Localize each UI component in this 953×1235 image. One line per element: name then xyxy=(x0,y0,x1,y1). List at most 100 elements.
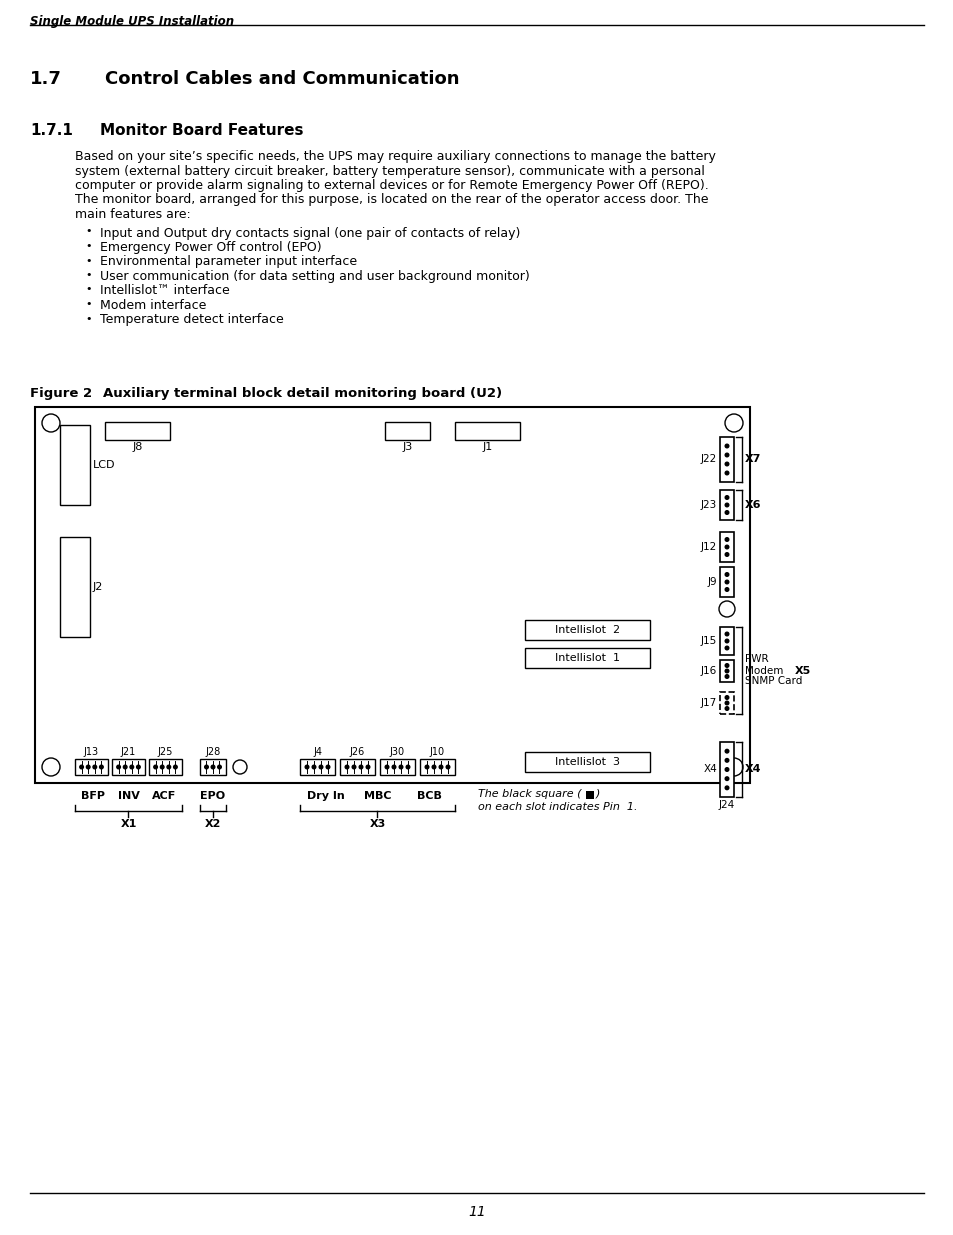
Circle shape xyxy=(92,766,96,769)
Circle shape xyxy=(724,503,728,506)
Text: •: • xyxy=(85,270,91,280)
Text: J22: J22 xyxy=(700,454,717,464)
Circle shape xyxy=(438,766,442,769)
Text: •: • xyxy=(85,284,91,294)
Bar xyxy=(105,422,170,440)
Circle shape xyxy=(392,766,395,769)
Text: main features are:: main features are: xyxy=(75,207,191,221)
Circle shape xyxy=(724,640,728,642)
Circle shape xyxy=(359,766,362,769)
Text: on each slot indicates Pin  1.: on each slot indicates Pin 1. xyxy=(477,802,637,811)
Circle shape xyxy=(724,663,728,667)
Bar xyxy=(385,422,430,440)
Text: INV: INV xyxy=(117,790,139,802)
Text: Auxiliary terminal block detail monitoring board (U2): Auxiliary terminal block detail monitori… xyxy=(103,387,501,400)
Text: J17: J17 xyxy=(700,698,717,708)
Text: Figure 2: Figure 2 xyxy=(30,387,92,400)
Text: J3: J3 xyxy=(402,442,413,452)
Text: computer or provide alarm signaling to external devices or for Remote Emergency : computer or provide alarm signaling to e… xyxy=(75,179,708,191)
Text: •: • xyxy=(85,299,91,309)
Circle shape xyxy=(406,766,410,769)
Text: •: • xyxy=(85,226,91,236)
Text: Environmental parameter input interface: Environmental parameter input interface xyxy=(100,256,356,268)
Text: Modem: Modem xyxy=(744,666,782,676)
Bar xyxy=(720,532,733,562)
Bar xyxy=(60,425,90,505)
Text: J10: J10 xyxy=(430,747,445,757)
Text: Modem interface: Modem interface xyxy=(100,299,206,312)
Text: Based on your site’s specific needs, the UPS may require auxiliary connections t: Based on your site’s specific needs, the… xyxy=(75,149,715,163)
Text: X2: X2 xyxy=(205,819,221,829)
Circle shape xyxy=(80,766,83,769)
Circle shape xyxy=(305,766,309,769)
Text: BFP: BFP xyxy=(81,790,105,802)
Circle shape xyxy=(724,701,728,705)
Text: J26: J26 xyxy=(350,747,365,757)
Text: J13: J13 xyxy=(84,747,99,757)
Circle shape xyxy=(724,706,728,710)
Text: User communication (for data setting and user background monitor): User communication (for data setting and… xyxy=(100,270,529,283)
Circle shape xyxy=(116,766,120,769)
Text: Emergency Power Off control (EPO): Emergency Power Off control (EPO) xyxy=(100,241,321,254)
Bar xyxy=(720,692,733,714)
Text: Input and Output dry contacts signal (one pair of contacts of relay): Input and Output dry contacts signal (on… xyxy=(100,226,519,240)
Text: J28: J28 xyxy=(205,747,220,757)
Circle shape xyxy=(130,766,133,769)
Circle shape xyxy=(724,545,728,548)
Bar xyxy=(720,437,733,482)
Text: X5: X5 xyxy=(794,666,810,676)
Text: The monitor board, arranged for this purpose, is located on the rear of the oper: The monitor board, arranged for this pur… xyxy=(75,194,708,206)
Text: X3: X3 xyxy=(369,819,385,829)
Circle shape xyxy=(724,695,728,699)
Text: J2: J2 xyxy=(92,582,103,592)
Circle shape xyxy=(366,766,370,769)
Circle shape xyxy=(446,766,449,769)
Text: X1: X1 xyxy=(120,819,136,829)
Circle shape xyxy=(724,553,728,556)
Bar xyxy=(35,408,749,783)
Circle shape xyxy=(205,766,208,769)
Text: J24: J24 xyxy=(719,800,735,810)
Circle shape xyxy=(136,766,140,769)
Bar xyxy=(149,760,182,776)
Bar xyxy=(60,537,90,637)
Text: ACF: ACF xyxy=(152,790,176,802)
Circle shape xyxy=(724,674,728,678)
Bar xyxy=(419,760,455,776)
Text: Intellislot  2: Intellislot 2 xyxy=(555,625,619,635)
Bar xyxy=(720,627,733,655)
Text: 1.7: 1.7 xyxy=(30,70,62,88)
Text: X4: X4 xyxy=(702,764,717,774)
Text: Control Cables and Communication: Control Cables and Communication xyxy=(105,70,459,88)
Circle shape xyxy=(724,632,728,636)
Bar xyxy=(524,648,649,668)
Bar xyxy=(720,659,733,682)
Text: ): ) xyxy=(596,789,599,799)
Circle shape xyxy=(211,766,214,769)
Circle shape xyxy=(217,766,221,769)
Text: •: • xyxy=(85,314,91,324)
Circle shape xyxy=(724,511,728,514)
Text: X6: X6 xyxy=(744,500,760,510)
Text: X7: X7 xyxy=(744,454,760,464)
Circle shape xyxy=(724,777,728,781)
Circle shape xyxy=(724,445,728,448)
Circle shape xyxy=(153,766,157,769)
Circle shape xyxy=(724,646,728,650)
Text: J25: J25 xyxy=(157,747,173,757)
Circle shape xyxy=(724,768,728,772)
Text: Intellislot  3: Intellislot 3 xyxy=(555,757,619,767)
Bar xyxy=(720,490,733,520)
Circle shape xyxy=(432,766,436,769)
Text: X4: X4 xyxy=(744,764,760,774)
Text: EPO: EPO xyxy=(200,790,225,802)
Circle shape xyxy=(724,537,728,541)
Text: J12: J12 xyxy=(700,542,717,552)
Circle shape xyxy=(319,766,322,769)
Text: J21: J21 xyxy=(121,747,136,757)
Text: 1.7.1: 1.7.1 xyxy=(30,124,72,138)
Text: BCB: BCB xyxy=(416,790,441,802)
Circle shape xyxy=(724,472,728,474)
Text: J16: J16 xyxy=(700,666,717,676)
Bar xyxy=(112,760,145,776)
